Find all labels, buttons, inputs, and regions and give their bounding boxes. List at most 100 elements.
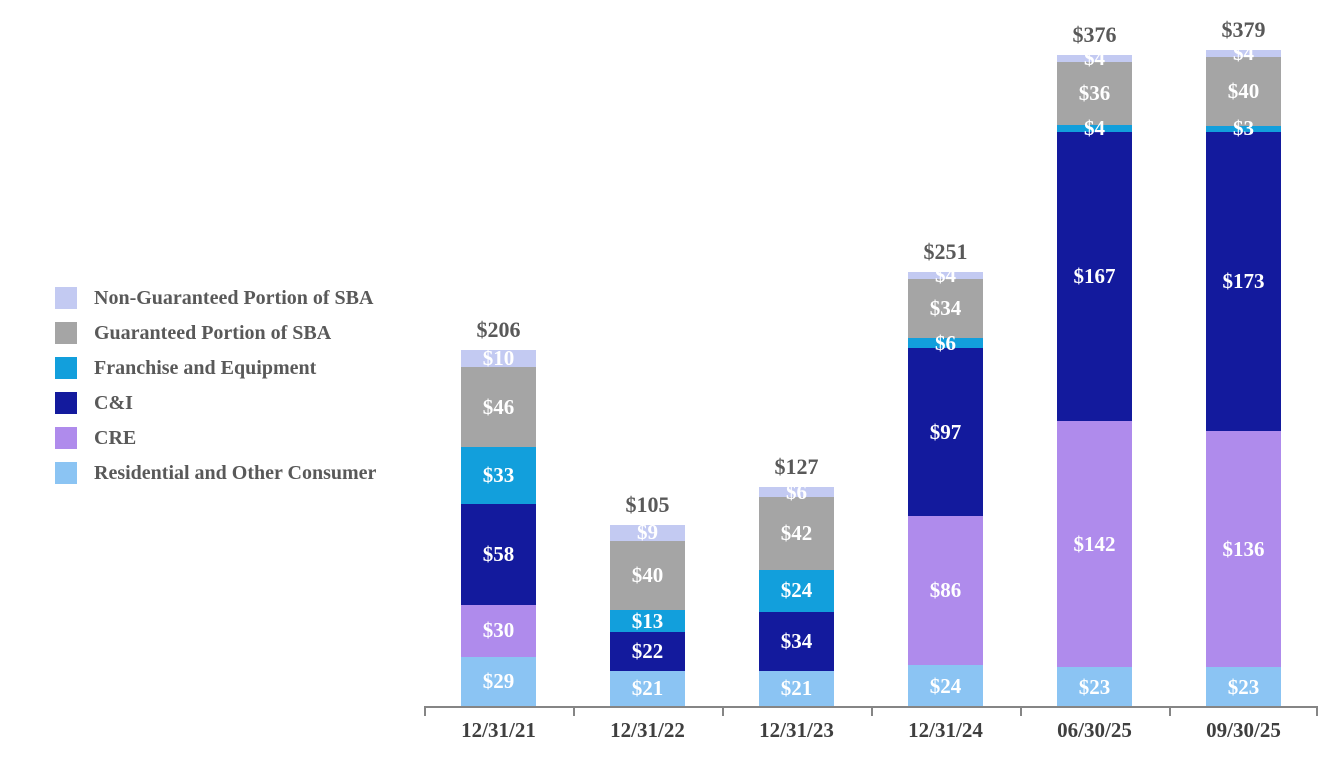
segment-guaranteed-portion-of-sba: $34 <box>908 278 983 338</box>
segment-non-guaranteed-portion-of-sba: $6 <box>759 481 834 502</box>
segment-value-label: $40 <box>1227 79 1260 104</box>
segment-value-label: $46 <box>482 394 515 419</box>
segment-non-guaranteed-portion-of-sba: $4 <box>1057 48 1132 69</box>
bar-total-label: $127 <box>774 453 819 479</box>
segment-value-label: $167 <box>1073 263 1116 288</box>
bar-total-label: $105 <box>625 492 670 518</box>
segment-c-i: $34 <box>759 611 834 671</box>
x-axis-label-06-30-25: 06/30/25 <box>1057 718 1132 742</box>
legend-item-non-guaranteed-portion-of-sba: Non-Guaranteed Portion of SBA <box>55 287 376 309</box>
segment-residential-and-other-consumer: $21 <box>610 670 685 707</box>
segment-c-i: $173 <box>1206 131 1281 432</box>
segment-value-label: $10 <box>482 346 515 371</box>
segment-value-label: $34 <box>780 628 813 653</box>
segment-guaranteed-portion-of-sba: $36 <box>1057 62 1132 125</box>
x-axis-label-12-31-23: 12/31/23 <box>759 718 834 742</box>
legend-swatch-guaranteed-portion-of-sba <box>55 322 77 344</box>
segment-value-label: $21 <box>631 676 664 701</box>
legend-item-franchise-and-equipment: Franchise and Equipment <box>55 357 376 379</box>
segment-residential-and-other-consumer: $29 <box>461 656 536 707</box>
legend-swatch-franchise-and-equipment <box>55 357 77 379</box>
segment-value-label: $29 <box>482 669 515 694</box>
bar-total-label: $251 <box>923 238 968 264</box>
segment-value-label: $40 <box>631 562 664 587</box>
segment-value-label: $9 <box>637 520 658 545</box>
segment-guaranteed-portion-of-sba: $40 <box>1206 57 1281 127</box>
segment-cre: $136 <box>1206 431 1281 668</box>
segment-franchise-and-equipment: $33 <box>461 447 536 505</box>
segment-value-label: $142 <box>1073 531 1116 556</box>
legend-label: Residential and Other Consumer <box>94 461 377 484</box>
segment-value-label: $34 <box>929 295 962 320</box>
segment-c-i: $167 <box>1057 131 1132 422</box>
segment-value-label: $173 <box>1222 268 1265 293</box>
bar-total-label: $206 <box>476 316 521 342</box>
segment-value-label: $23 <box>1227 674 1260 699</box>
segment-franchise-and-equipment: $4 <box>1057 117 1132 138</box>
x-axis-label-12-31-22: 12/31/22 <box>610 718 685 742</box>
legend-item-c-i: C&I <box>55 392 376 414</box>
x-axis-tick <box>573 707 575 716</box>
segment-guaranteed-portion-of-sba: $46 <box>461 367 536 448</box>
segment-value-label: $136 <box>1222 536 1265 561</box>
legend-label: Non-Guaranteed Portion of SBA <box>94 286 374 309</box>
segment-value-label: $22 <box>631 639 664 664</box>
x-axis-tick <box>424 707 426 716</box>
segment-cre: $86 <box>908 516 983 666</box>
legend-item-guaranteed-portion-of-sba: Guaranteed Portion of SBA <box>55 322 376 344</box>
segment-value-label: $24 <box>929 673 962 698</box>
legend-swatch-non-guaranteed-portion-of-sba <box>55 287 77 309</box>
bar-total-label: $376 <box>1072 22 1117 48</box>
bar-06-30-25: $23 $142 $167 $4 $36 $4 <box>1057 48 1132 707</box>
segment-franchise-and-equipment: $24 <box>759 570 834 612</box>
segment-value-label: $97 <box>929 419 962 444</box>
legend-swatch-c-i <box>55 392 77 414</box>
segment-franchise-and-equipment: $3 <box>1206 118 1281 139</box>
segment-value-label: $86 <box>929 578 962 603</box>
legend-swatch-residential-and-other-consumer <box>55 462 77 484</box>
segment-cre: $30 <box>461 604 536 657</box>
bar-12-31-23: $21 $34 $24 $42 $6 <box>759 481 834 707</box>
segment-value-label: $21 <box>780 676 813 701</box>
segment-value-label: $42 <box>780 521 813 546</box>
segment-c-i: $22 <box>610 632 685 671</box>
legend-label: C&I <box>94 391 133 414</box>
segment-residential-and-other-consumer: $21 <box>759 670 834 707</box>
segment-residential-and-other-consumer: $23 <box>1057 667 1132 707</box>
x-axis-label-09-30-25: 09/30/25 <box>1206 718 1281 742</box>
legend-item-cre: CRE <box>55 427 376 449</box>
legend-label: CRE <box>94 426 137 449</box>
legend-swatch-cre <box>55 427 77 449</box>
segment-non-guaranteed-portion-of-sba: $10 <box>461 346 536 371</box>
x-axis-tick <box>1316 707 1318 716</box>
segment-value-label: $33 <box>482 463 515 488</box>
chart-legend: Non-Guaranteed Portion of SBA Guaranteed … <box>55 287 376 497</box>
segment-non-guaranteed-portion-of-sba: $4 <box>1206 43 1281 64</box>
x-axis-tick <box>722 707 724 716</box>
segment-residential-and-other-consumer: $24 <box>908 665 983 707</box>
segment-c-i: $97 <box>908 348 983 517</box>
segment-franchise-and-equipment: $6 <box>908 332 983 353</box>
segment-value-label: $30 <box>482 618 515 643</box>
segment-non-guaranteed-portion-of-sba: $9 <box>610 520 685 545</box>
segment-non-guaranteed-portion-of-sba: $4 <box>908 264 983 285</box>
segment-value-label: $13 <box>631 608 664 633</box>
x-axis-tick <box>1169 707 1171 716</box>
x-axis-label-12-31-24: 12/31/24 <box>908 718 983 742</box>
bar-12-31-24: $24 $86 $97 $6 $34 $4 <box>908 264 983 707</box>
segment-franchise-and-equipment: $13 <box>610 608 685 633</box>
legend-item-residential-and-other-consumer: Residential and Other Consumer <box>55 462 376 484</box>
legend-label: Guaranteed Portion of SBA <box>94 321 332 344</box>
segment-c-i: $58 <box>461 504 536 605</box>
segment-value-label: $36 <box>1078 80 1111 105</box>
x-axis-tick <box>871 707 873 716</box>
segment-value-label: $23 <box>1078 674 1111 699</box>
segment-guaranteed-portion-of-sba: $40 <box>610 540 685 610</box>
legend-label: Franchise and Equipment <box>94 356 317 379</box>
segment-cre: $142 <box>1057 421 1132 668</box>
segment-value-label: $24 <box>780 578 813 603</box>
segment-value-label: $58 <box>482 541 515 566</box>
bar-total-label: $379 <box>1221 17 1266 43</box>
